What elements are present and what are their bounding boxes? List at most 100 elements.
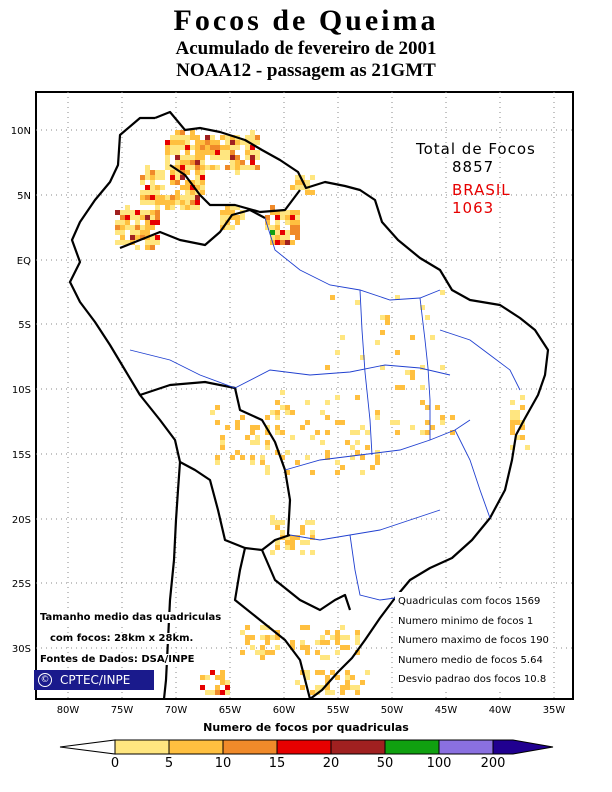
fire-cell bbox=[260, 650, 265, 655]
fire-cell bbox=[175, 200, 180, 205]
fire-cell bbox=[280, 455, 285, 460]
fire-cell bbox=[395, 385, 400, 390]
fire-cell bbox=[375, 460, 380, 465]
fire-cell bbox=[235, 140, 240, 145]
fire-cell bbox=[240, 215, 245, 220]
fire-cell bbox=[235, 450, 240, 455]
fire-cell bbox=[135, 225, 140, 230]
fire-cell bbox=[280, 235, 285, 240]
fire-cell bbox=[285, 540, 290, 545]
fire-cell bbox=[355, 440, 360, 445]
fire-cell bbox=[340, 635, 345, 640]
fire-cell bbox=[145, 175, 150, 180]
fire-cell bbox=[350, 685, 355, 690]
fire-cell bbox=[170, 175, 175, 180]
fire-cell bbox=[290, 535, 295, 540]
fire-cell bbox=[290, 435, 295, 440]
fire-cell bbox=[440, 290, 445, 295]
fire-cell bbox=[155, 215, 160, 220]
fire-cell bbox=[235, 145, 240, 150]
fire-cell bbox=[145, 220, 150, 225]
fire-cell bbox=[215, 150, 220, 155]
fire-cell bbox=[250, 165, 255, 170]
fire-cell bbox=[375, 410, 380, 415]
fire-cell bbox=[180, 195, 185, 200]
fire-cell bbox=[210, 140, 215, 145]
fire-cell bbox=[150, 245, 155, 250]
fire-cell bbox=[435, 405, 440, 410]
fire-cell bbox=[220, 215, 225, 220]
fire-cell bbox=[265, 440, 270, 445]
fire-cells bbox=[115, 130, 530, 695]
fire-cell bbox=[185, 180, 190, 185]
fire-cell bbox=[185, 195, 190, 200]
fire-cell bbox=[310, 530, 315, 535]
fire-cell bbox=[195, 150, 200, 155]
fire-cell bbox=[270, 550, 275, 555]
fire-cell bbox=[320, 685, 325, 690]
fire-cell bbox=[310, 190, 315, 195]
fire-cell bbox=[150, 240, 155, 245]
fire-cell bbox=[140, 215, 145, 220]
fire-cell bbox=[140, 190, 145, 195]
fire-cell bbox=[295, 535, 300, 540]
fire-cell bbox=[275, 545, 280, 550]
colorbar-label: 100 bbox=[426, 756, 452, 771]
fire-cell bbox=[230, 225, 235, 230]
fire-cell bbox=[310, 550, 315, 555]
fire-cell bbox=[195, 205, 200, 210]
fire-cell bbox=[295, 175, 300, 180]
fire-cell bbox=[240, 160, 245, 165]
fire-cell bbox=[200, 160, 205, 165]
fire-cell bbox=[215, 675, 220, 680]
fire-cell bbox=[175, 135, 180, 140]
note-data-source: Fontes de Dados: DSA/INPE bbox=[38, 654, 197, 665]
fire-cell bbox=[355, 450, 360, 455]
fire-cell bbox=[185, 155, 190, 160]
colorbar-title: Numero de focos por quadriculas bbox=[203, 721, 409, 734]
axis-labels: 10N 5N EQ 5S 10S 15S 20S 25S 30S 80W 75W 70W 65W 60W 5… bbox=[11, 126, 566, 716]
fire-cell bbox=[255, 150, 260, 155]
fire-cell bbox=[275, 240, 280, 245]
fire-cell bbox=[300, 525, 305, 530]
fire-cell bbox=[130, 225, 135, 230]
fire-cell bbox=[245, 135, 250, 140]
fire-cell bbox=[310, 535, 315, 540]
fire-cell bbox=[205, 145, 210, 150]
fire-cell bbox=[215, 455, 220, 460]
fire-cell bbox=[185, 165, 190, 170]
fire-cell bbox=[515, 435, 520, 440]
fire-cell bbox=[145, 185, 150, 190]
note-cell-size: Tamanho medio das quadriculas bbox=[38, 612, 224, 623]
fire-cell bbox=[520, 435, 525, 440]
fire-cell bbox=[360, 455, 365, 460]
colorbar-label: 10 bbox=[214, 756, 232, 771]
fire-cell bbox=[340, 685, 345, 690]
lon-tick-label: 65W bbox=[219, 705, 242, 716]
fire-cell bbox=[430, 335, 435, 340]
fire-cell bbox=[270, 210, 275, 215]
fire-cell bbox=[370, 465, 375, 470]
fire-cell bbox=[280, 520, 285, 525]
fire-cell bbox=[245, 640, 250, 645]
fire-cell bbox=[160, 185, 165, 190]
fire-cell bbox=[320, 655, 325, 660]
fire-cell bbox=[150, 180, 155, 185]
fire-cell bbox=[325, 415, 330, 420]
fire-cell bbox=[190, 190, 195, 195]
fire-cell bbox=[300, 530, 305, 535]
fire-cell bbox=[140, 225, 145, 230]
fire-cell bbox=[275, 635, 280, 640]
fire-cell bbox=[525, 445, 530, 450]
fire-cell bbox=[200, 170, 205, 175]
fire-cell bbox=[245, 155, 250, 160]
fire-cell bbox=[205, 690, 210, 695]
fire-cell bbox=[155, 195, 160, 200]
fire-cell bbox=[245, 625, 250, 630]
fire-cell bbox=[305, 400, 310, 405]
fire-cell bbox=[200, 675, 205, 680]
fire-cell bbox=[175, 190, 180, 195]
fire-cell bbox=[165, 145, 170, 150]
fire-cell bbox=[125, 220, 130, 225]
fire-cell bbox=[395, 350, 400, 355]
